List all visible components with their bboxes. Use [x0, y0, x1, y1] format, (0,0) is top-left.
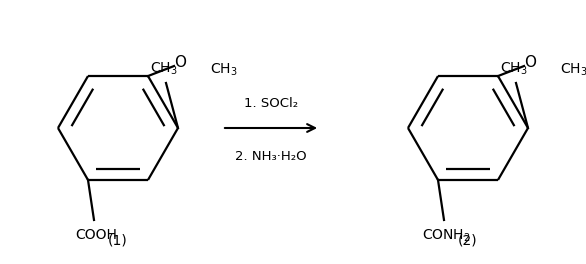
Text: CH$_3$: CH$_3$ [560, 62, 586, 78]
Text: O: O [524, 55, 536, 69]
Text: (1): (1) [108, 233, 128, 247]
Text: CH$_3$: CH$_3$ [500, 61, 528, 77]
Text: CH$_3$: CH$_3$ [210, 62, 238, 78]
Text: 2. NH₃·H₂O: 2. NH₃·H₂O [235, 150, 307, 163]
Text: (2): (2) [458, 233, 478, 247]
Text: CH$_3$: CH$_3$ [150, 61, 178, 77]
Text: COOH: COOH [75, 228, 117, 242]
Text: 1. SOCl₂: 1. SOCl₂ [244, 97, 298, 110]
Text: CONH$_2$: CONH$_2$ [422, 228, 470, 244]
Text: O: O [174, 55, 186, 69]
